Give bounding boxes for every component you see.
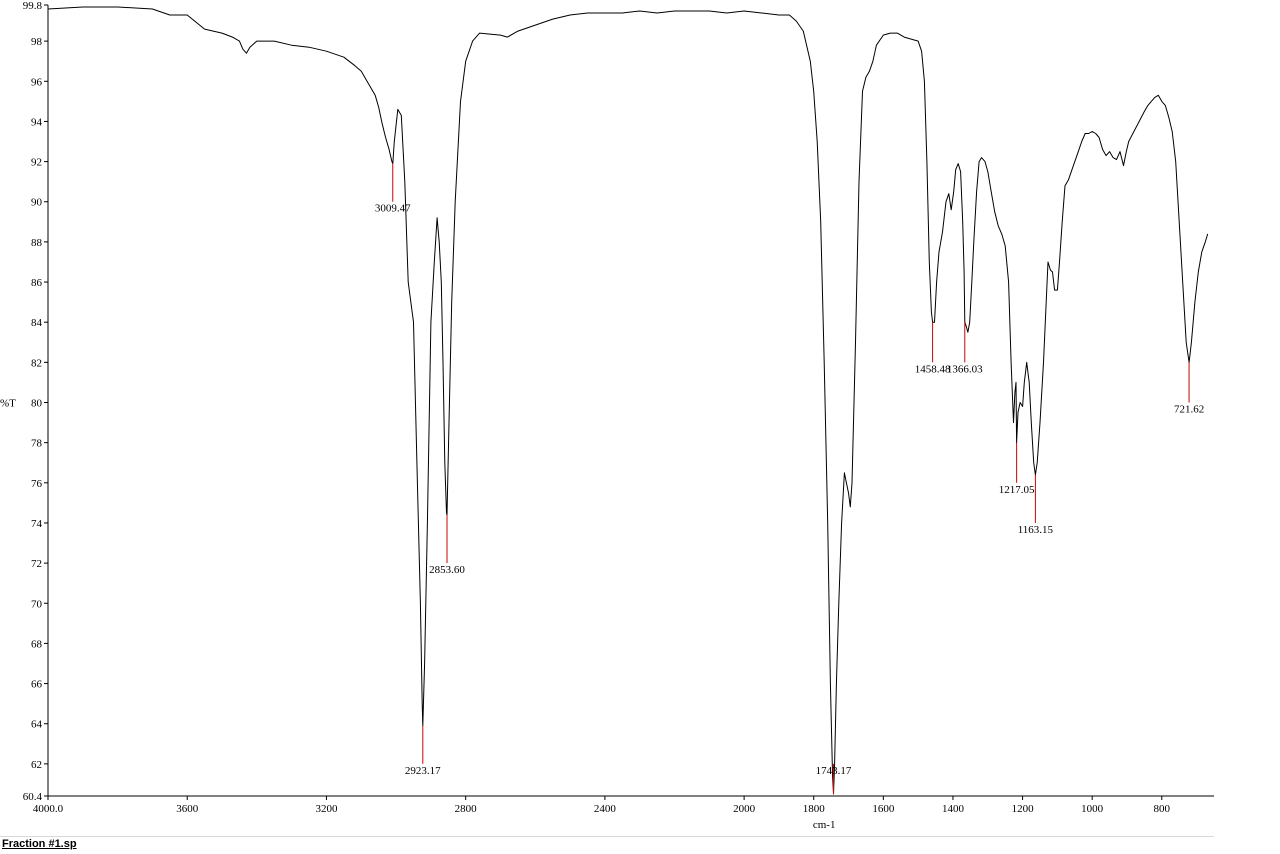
peak-label: 1217.05 — [999, 484, 1035, 496]
y-tick-label: 86 — [31, 277, 43, 289]
y-tick-label: 72 — [31, 558, 42, 570]
y-tick-label: 66 — [31, 679, 43, 691]
y-tick-label: 80 — [31, 398, 43, 410]
y-tick-label: 88 — [31, 237, 43, 249]
y-tick-label: 82 — [31, 357, 42, 369]
x-tick-label: 1800 — [803, 803, 826, 815]
x-tick-label: 2400 — [594, 803, 617, 815]
spectrum-line — [47, 6, 1209, 795]
x-tick-label: 1600 — [872, 803, 895, 815]
y-tick-label: 62 — [31, 759, 42, 771]
peak-label: 721.62 — [1174, 404, 1204, 416]
peak-label: 3009.47 — [375, 203, 411, 215]
peak-label: 1458.48 — [915, 363, 951, 375]
y-tick-label: 92 — [31, 157, 42, 169]
x-tick-label: 1400 — [942, 803, 965, 815]
y-tick-label: 60.4 — [23, 791, 43, 803]
x-axis-ticks: 4000.0 3600 3200 2800 2400 2000 1800 1600 1400 12… — [33, 796, 1171, 815]
spectrum-series — [47, 6, 1209, 795]
y-tick-label: 99.8 — [23, 0, 43, 12]
axes — [47, 5, 1214, 797]
y-tick-label: 98 — [31, 36, 43, 48]
x-tick-label: 1000 — [1081, 803, 1104, 815]
y-tick-label: 76 — [31, 478, 43, 490]
file-name-label[interactable]: Fraction #1.sp — [2, 838, 77, 850]
x-tick-label: 1200 — [1012, 803, 1035, 815]
y-tick-label: 90 — [31, 197, 43, 209]
x-tick-label: 3600 — [176, 803, 199, 815]
footer-divider — [0, 836, 1214, 837]
y-tick-label: 78 — [31, 438, 43, 450]
y-tick-label: 70 — [31, 598, 43, 610]
x-tick-label: 800 — [1154, 803, 1171, 815]
x-tick-label: 3200 — [315, 803, 338, 815]
x-tick-label: 4000.0 — [33, 803, 64, 815]
y-tick-label: 64 — [31, 719, 43, 731]
x-axis-label: cm-1 — [813, 819, 836, 831]
y-tick-label: 96 — [31, 76, 43, 88]
peak-annotations: 3009.47 2923.17 2853.60 1743.17 1458.481366.… — [375, 163, 1204, 794]
x-tick-label: 2800 — [455, 803, 478, 815]
x-tick-label: 2000 — [733, 803, 756, 815]
y-tick-label: 94 — [31, 116, 43, 128]
peak-label: 2923.17 — [405, 765, 441, 777]
y-axis-label: %T — [0, 398, 16, 410]
y-tick-label: 84 — [31, 317, 43, 329]
peak-label: 1366.03 — [947, 363, 983, 375]
y-tick-label: 74 — [31, 518, 43, 530]
ir-spectrum-chart: 99.8 98 96 94 92 90 88 86 84 82 80 78 76 74 72 70 68 66 64… — [0, 0, 1214, 831]
y-axis-ticks: 99.8 98 96 94 92 90 88 86 84 82 80 78 76 74 72 70 68 66 64… — [23, 0, 48, 803]
peak-label: 1163.15 — [1018, 524, 1054, 536]
peak-label: 2853.60 — [429, 564, 465, 576]
y-tick-label: 68 — [31, 638, 43, 650]
peak-label: 1743.17 — [816, 765, 852, 777]
